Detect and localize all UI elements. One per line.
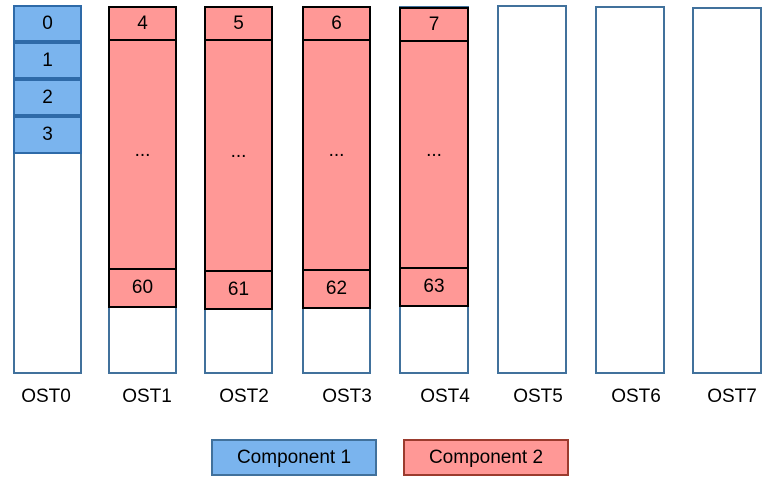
component2-block-bottom: 62 bbox=[302, 269, 371, 309]
component2-block-bottom: 61 bbox=[204, 270, 273, 310]
ost-label: OST0 bbox=[21, 386, 71, 407]
ellipsis-label: ... bbox=[230, 140, 247, 162]
ost5-column bbox=[497, 5, 567, 374]
component2-block-bottom: 63 bbox=[399, 267, 469, 307]
ost-label: OST6 bbox=[611, 386, 661, 407]
component2-block-middle: ... bbox=[108, 39, 177, 270]
component2-block-bottom: 60 bbox=[108, 268, 177, 308]
component2-block-middle: ... bbox=[204, 39, 273, 272]
ost7-column bbox=[692, 7, 762, 374]
ost6-column bbox=[595, 6, 665, 374]
component1-block: 1 bbox=[13, 42, 82, 79]
ost-label: OST1 bbox=[122, 386, 172, 407]
component2-block-top: 4 bbox=[108, 6, 177, 41]
component2-block-top: 5 bbox=[204, 6, 273, 41]
ellipsis-label: ... bbox=[134, 139, 151, 161]
ost-label: OST7 bbox=[707, 386, 757, 407]
ost-label: OST5 bbox=[513, 386, 563, 407]
component2-block-middle: ... bbox=[399, 40, 469, 269]
ellipsis-label: ... bbox=[328, 140, 345, 161]
component1-block: 3 bbox=[13, 116, 82, 154]
legend-component1: Component 1 bbox=[211, 439, 377, 476]
component2-block-top: 6 bbox=[302, 6, 371, 41]
ellipsis-label: ... bbox=[426, 139, 442, 161]
component2-block-top: 7 bbox=[399, 7, 469, 42]
ost-label: OST4 bbox=[420, 386, 470, 407]
ost-label: OST2 bbox=[219, 386, 269, 407]
component1-block: 0 bbox=[13, 5, 82, 42]
ost-label: OST3 bbox=[322, 386, 372, 407]
legend-component2: Component 2 bbox=[403, 439, 569, 476]
component2-block-middle: ... bbox=[302, 39, 371, 271]
component1-block: 2 bbox=[13, 79, 82, 116]
